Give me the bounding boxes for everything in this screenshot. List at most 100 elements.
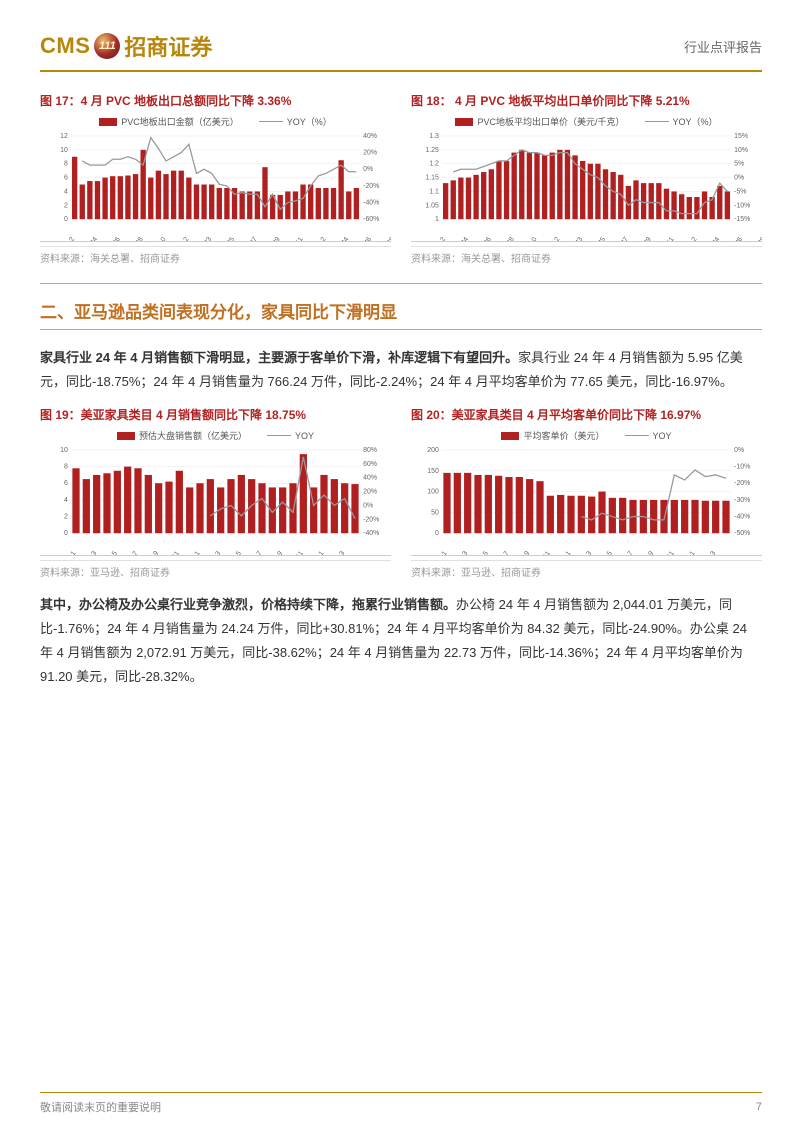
svg-text:0%: 0% <box>363 166 373 173</box>
svg-text:2022M9: 2022M9 <box>633 236 653 241</box>
legend-bar-label: 平均客单价（美元） <box>523 429 604 442</box>
svg-text:2021M4: 2021M4 <box>450 236 470 241</box>
svg-text:-50%: -50% <box>734 530 750 537</box>
svg-text:2022M3: 2022M3 <box>193 236 213 241</box>
svg-text:2023-1: 2023-1 <box>184 550 202 555</box>
svg-text:60%: 60% <box>363 461 377 468</box>
footer-disclaimer: 敬请阅读末页的重要说明 <box>40 1099 161 1115</box>
svg-text:2023M4: 2023M4 <box>701 236 721 241</box>
chart-19-svg: 0246810-40%-20%0%20%40%60%80%2022-12022-… <box>40 446 391 555</box>
svg-text:2021M1~2: 2021M1~2 <box>423 236 448 241</box>
logo-badge-icon: 111 <box>94 33 120 59</box>
svg-text:6: 6 <box>64 175 68 182</box>
svg-text:-10%: -10% <box>734 464 750 471</box>
svg-text:2023-5: 2023-5 <box>596 550 614 555</box>
svg-text:2023M8: 2023M8 <box>747 236 762 241</box>
svg-text:2: 2 <box>64 202 68 209</box>
svg-text:2022-3: 2022-3 <box>80 550 98 555</box>
svg-text:2022M11: 2022M11 <box>654 236 676 241</box>
para-1: 家具行业 24 年 4 月销售额下滑明显，主要源于客单价下滑，补库逻辑下有望回升… <box>40 346 762 394</box>
svg-text:2022M9: 2022M9 <box>262 236 282 241</box>
para-1-lead: 家具行业 24 年 4 月销售额下滑明显，主要源于客单价下滑，补库逻辑下有望回升… <box>40 350 518 365</box>
svg-text:0: 0 <box>64 530 68 537</box>
svg-text:8: 8 <box>64 464 68 471</box>
svg-text:2022M5: 2022M5 <box>587 236 607 241</box>
svg-text:2022-5: 2022-5 <box>472 550 490 555</box>
svg-text:2021M12: 2021M12 <box>168 236 190 241</box>
svg-text:2022-7: 2022-7 <box>493 550 511 555</box>
svg-text:2023M4: 2023M4 <box>330 236 350 241</box>
svg-text:10%: 10% <box>734 147 748 154</box>
svg-text:2023-11: 2023-11 <box>285 550 305 555</box>
svg-text:10: 10 <box>60 447 68 454</box>
svg-text:4: 4 <box>64 188 68 195</box>
svg-text:2021M6: 2021M6 <box>473 236 493 241</box>
svg-text:2022-11: 2022-11 <box>161 550 181 555</box>
svg-text:2022M11: 2022M11 <box>283 236 305 241</box>
legend-bar-label: PVC地板平均出口单价（美元/千克） <box>477 115 624 128</box>
svg-text:2022-7: 2022-7 <box>122 550 140 555</box>
svg-text:-20%: -20% <box>363 516 379 523</box>
svg-text:-40%: -40% <box>363 530 379 537</box>
svg-text:15%: 15% <box>734 133 748 140</box>
svg-text:2023M1~2: 2023M1~2 <box>303 236 328 241</box>
svg-text:2023-9: 2023-9 <box>266 550 284 555</box>
svg-text:20%: 20% <box>363 150 377 157</box>
chart-17-title: 图 17：4 月 PVC 地板出口总额同比下降 3.36% <box>40 92 391 109</box>
para-2: 其中，办公椅及办公桌行业竞争激烈，价格持续下降，拖累行业销售额。办公椅 24 年… <box>40 593 762 689</box>
section-divider <box>40 283 762 284</box>
svg-text:2023-5: 2023-5 <box>225 550 243 555</box>
chart-17: 图 17：4 月 PVC 地板出口总额同比下降 3.36% PVC地板出口金额（… <box>40 92 391 265</box>
svg-text:40%: 40% <box>363 475 377 482</box>
chart-row-2: 图 19：美亚家具类目 4 月销售额同比下降 18.75% 预估大盘销售额（亿美… <box>40 406 762 579</box>
logo-cms-text: CMS <box>40 33 90 59</box>
svg-text:5%: 5% <box>734 161 744 168</box>
svg-text:-20%: -20% <box>734 480 750 487</box>
svg-text:50: 50 <box>431 509 439 516</box>
chart-20-title: 图 20：美亚家具类目 4 月平均客单价同比下降 16.97% <box>411 406 762 423</box>
svg-text:2023-1: 2023-1 <box>555 550 573 555</box>
svg-text:80%: 80% <box>363 447 377 454</box>
svg-text:40%: 40% <box>363 133 377 140</box>
svg-text:1: 1 <box>435 216 439 223</box>
chart-18: 图 18： 4 月 PVC 地板平均出口单价同比下降 5.21% PVC地板平均… <box>411 92 762 265</box>
svg-text:2021M12: 2021M12 <box>539 236 561 241</box>
chart-18-source: 资料来源：海关总署、招商证券 <box>411 246 762 265</box>
svg-text:0%: 0% <box>734 447 744 454</box>
svg-text:2021M6: 2021M6 <box>102 236 122 241</box>
svg-text:1.15: 1.15 <box>425 175 439 182</box>
chart-19-title: 图 19：美亚家具类目 4 月销售额同比下降 18.75% <box>40 406 391 423</box>
chart-18-title: 图 18： 4 月 PVC 地板平均出口单价同比下降 5.21% <box>411 92 762 109</box>
chart-19-legend: 预估大盘销售额（亿美元） YOY <box>40 429 391 442</box>
chart-20: 图 20：美亚家具类目 4 月平均客单价同比下降 16.97% 平均客单价（美元… <box>411 406 762 579</box>
chart-20-svg: 050100150200-50%-40%-30%-20%-10%0%2022-1… <box>411 446 762 555</box>
svg-text:2023M6: 2023M6 <box>353 236 373 241</box>
svg-text:2022-5: 2022-5 <box>101 550 119 555</box>
svg-text:2023-9: 2023-9 <box>637 550 655 555</box>
svg-text:2021M8: 2021M8 <box>496 236 516 241</box>
svg-text:2024-1: 2024-1 <box>679 550 697 555</box>
svg-text:-30%: -30% <box>734 497 750 504</box>
svg-text:2022-9: 2022-9 <box>142 550 160 555</box>
svg-text:2021M4: 2021M4 <box>79 236 99 241</box>
legend-line-label: YOY <box>295 431 314 441</box>
logo-cn-text: 招商证券 <box>124 30 212 62</box>
svg-text:1.1: 1.1 <box>429 188 439 195</box>
svg-text:2024-3: 2024-3 <box>328 550 346 555</box>
svg-text:2021M10: 2021M10 <box>516 236 538 241</box>
svg-text:2023-3: 2023-3 <box>575 550 593 555</box>
chart-17-source: 资料来源：海关总署、招商证券 <box>40 246 391 265</box>
svg-text:0: 0 <box>435 530 439 537</box>
svg-text:12: 12 <box>60 133 68 140</box>
svg-text:-40%: -40% <box>734 514 750 521</box>
svg-text:-40%: -40% <box>363 200 379 207</box>
svg-text:1.05: 1.05 <box>425 202 439 209</box>
svg-text:2022-3: 2022-3 <box>451 550 469 555</box>
svg-text:150: 150 <box>427 468 439 475</box>
svg-text:2022M3: 2022M3 <box>564 236 584 241</box>
svg-text:-5%: -5% <box>734 188 746 195</box>
svg-text:2022M7: 2022M7 <box>610 236 630 241</box>
svg-text:2024-1: 2024-1 <box>308 550 326 555</box>
chart-19: 图 19：美亚家具类目 4 月销售额同比下降 18.75% 预估大盘销售额（亿美… <box>40 406 391 579</box>
svg-text:0%: 0% <box>734 175 744 182</box>
